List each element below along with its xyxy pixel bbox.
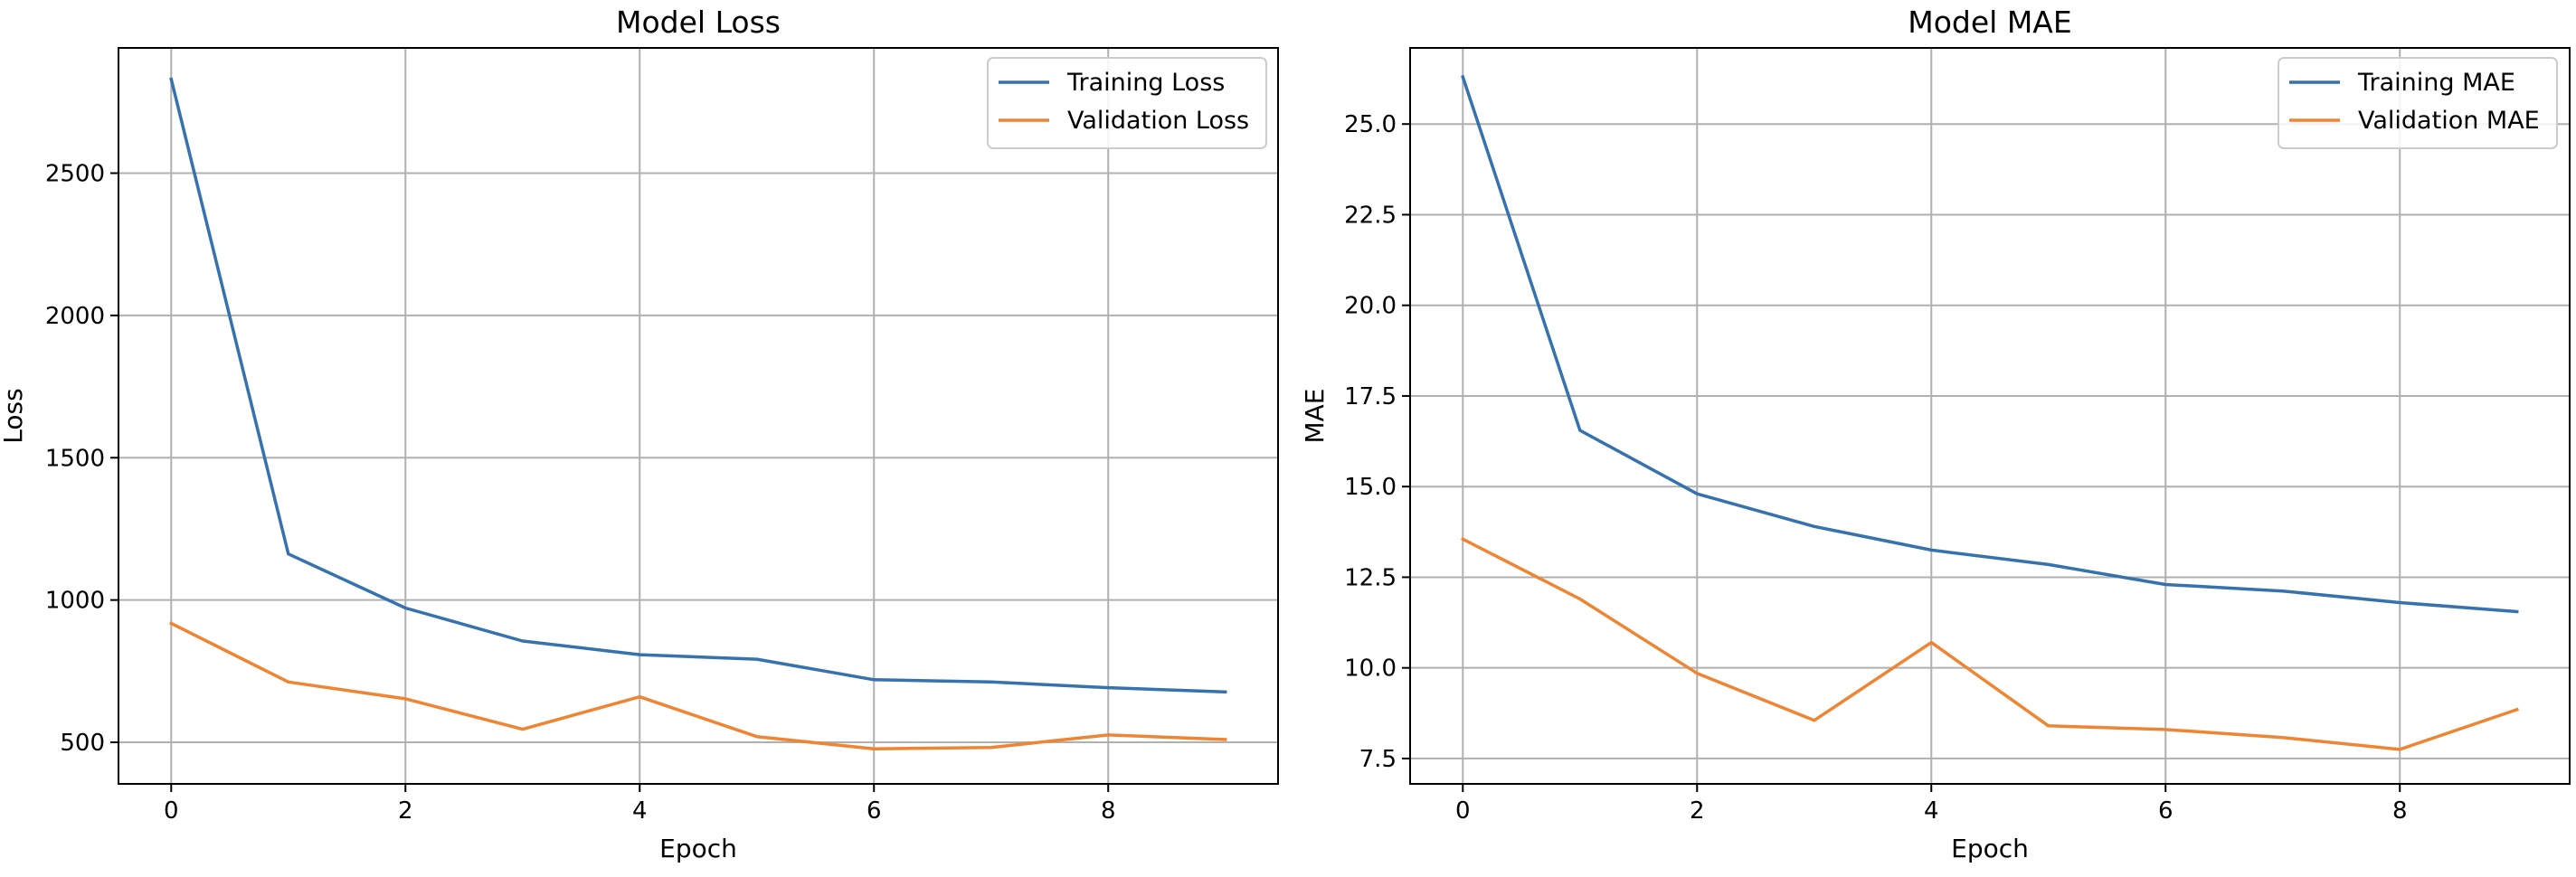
mae-xtick-label: 2 bbox=[1690, 797, 1705, 825]
loss-plot-frame bbox=[118, 47, 1279, 785]
loss-series-line-training bbox=[169, 77, 1227, 694]
loss-legend-label-1: Validation Loss bbox=[1067, 107, 1249, 135]
loss-legend-label-0: Training Loss bbox=[1066, 69, 1225, 97]
loss-legend: Training Loss Validation Loss bbox=[987, 57, 1267, 149]
mae-series bbox=[1460, 74, 2519, 751]
mae-legend-box bbox=[2278, 57, 2558, 149]
mae-ytick-label: 10.0 bbox=[1344, 655, 1397, 683]
mae-chart-title: Model MAE bbox=[1908, 5, 2071, 40]
loss-chart: Model Loss 0 2 4 6 8 500 1000 1500 2000 2500 Epoc… bbox=[0, 5, 1279, 863]
mae-ytick-label: 7.5 bbox=[1359, 746, 1397, 773]
mae-ylabel: MAE bbox=[1300, 388, 1330, 443]
loss-series bbox=[168, 77, 1227, 751]
loss-ytick-label: 1500 bbox=[45, 445, 105, 472]
mae-series-line-validation bbox=[1460, 536, 2519, 751]
mae-xtick-label: 4 bbox=[1924, 797, 1939, 825]
loss-ticks: 0 2 4 6 8 500 1000 1500 2000 2500 bbox=[45, 160, 1116, 825]
mae-chart: Model MAE 0 2 4 6 8 7.5 10.0 12.5 15.0 17.5 20.0 22… bbox=[1300, 5, 2571, 863]
loss-ytick-label: 1000 bbox=[45, 588, 105, 615]
mae-ytick-label: 12.5 bbox=[1344, 564, 1397, 591]
mae-grid bbox=[1410, 48, 2570, 784]
mae-legend: Training MAE Validation MAE bbox=[2278, 57, 2558, 149]
loss-grid bbox=[118, 48, 1278, 784]
loss-xlabel: Epoch bbox=[659, 834, 737, 863]
loss-ytick-label: 2500 bbox=[45, 160, 105, 187]
mae-ytick-label: 22.5 bbox=[1344, 202, 1397, 229]
loss-xtick-label: 0 bbox=[164, 797, 179, 825]
mae-series-line-training bbox=[1461, 74, 2519, 614]
loss-ytick-label: 500 bbox=[60, 730, 105, 757]
loss-legend-box bbox=[987, 57, 1267, 149]
mae-legend-label-1: Validation MAE bbox=[2358, 107, 2540, 135]
mae-ytick-label: 25.0 bbox=[1344, 111, 1397, 138]
mae-ticks: 0 2 4 6 8 7.5 10.0 12.5 15.0 17.5 20.0 22.5 25.0 bbox=[1344, 111, 2407, 825]
mae-xlabel: Epoch bbox=[1951, 834, 2029, 863]
loss-ytick-label: 2000 bbox=[45, 303, 105, 330]
mae-xtick-label: 8 bbox=[2392, 797, 2408, 825]
mae-plot-frame bbox=[1409, 47, 2571, 785]
loss-xtick-label: 4 bbox=[632, 797, 648, 825]
mae-xtick-label: 0 bbox=[1455, 797, 1471, 825]
mae-ytick-label: 17.5 bbox=[1344, 383, 1397, 410]
mae-legend-label-0: Training MAE bbox=[2357, 69, 2515, 97]
loss-xtick-label: 8 bbox=[1101, 797, 1116, 825]
mae-xtick-label: 6 bbox=[2158, 797, 2174, 825]
loss-xtick-label: 6 bbox=[867, 797, 882, 825]
loss-series-line-validation bbox=[168, 621, 1227, 751]
loss-ylabel: Loss bbox=[0, 388, 28, 443]
mae-ytick-label: 15.0 bbox=[1344, 474, 1397, 501]
loss-chart-title: Model Loss bbox=[616, 5, 781, 40]
loss-xtick-label: 2 bbox=[398, 797, 413, 825]
mae-ytick-label: 20.0 bbox=[1344, 293, 1397, 320]
